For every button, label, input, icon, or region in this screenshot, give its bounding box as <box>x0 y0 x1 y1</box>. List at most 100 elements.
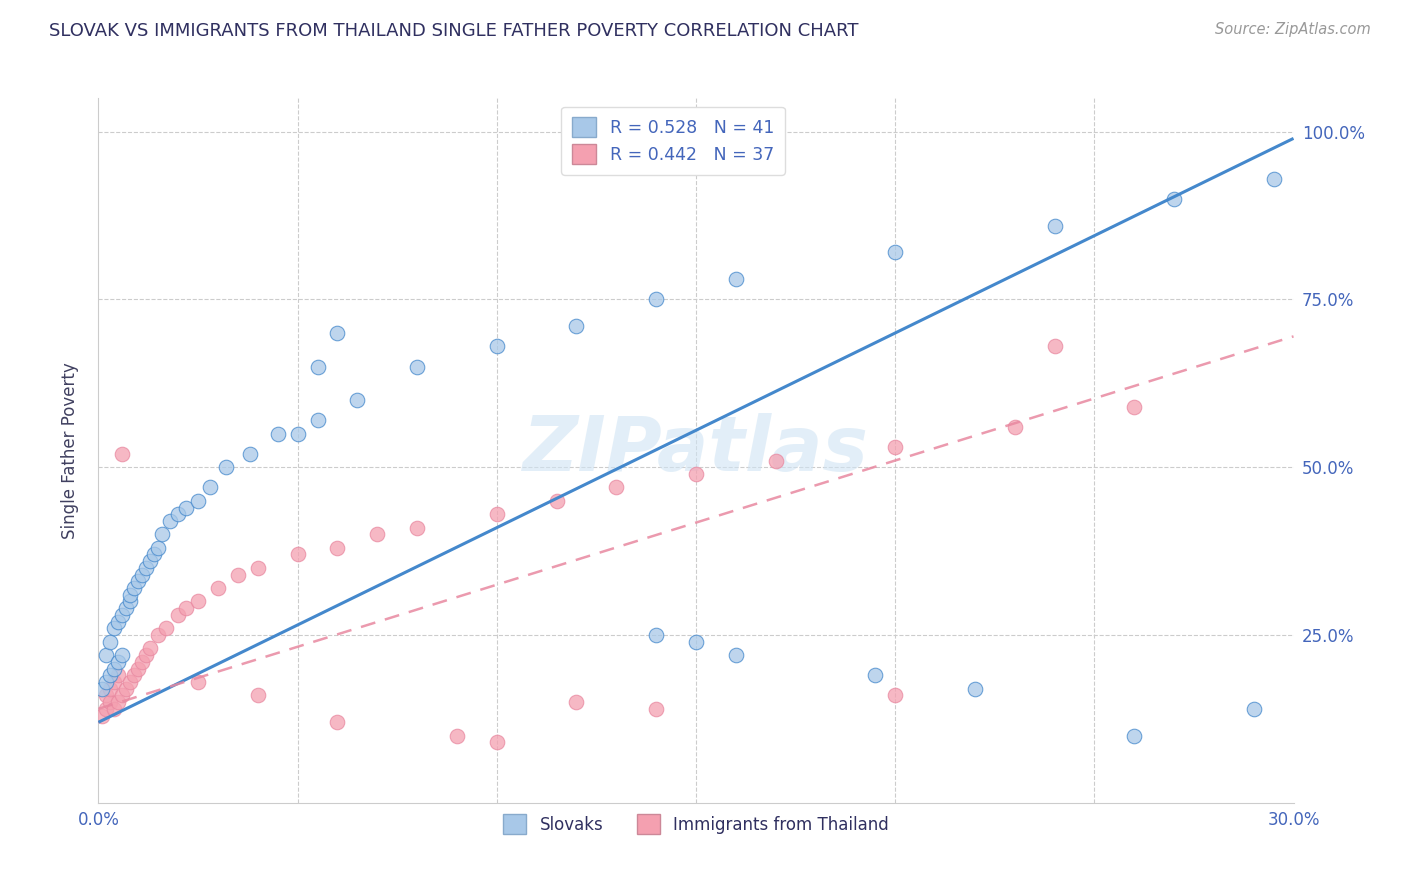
Point <box>131 655 153 669</box>
Point <box>103 702 125 716</box>
Point <box>406 359 429 374</box>
Point <box>124 581 146 595</box>
Point <box>207 581 229 595</box>
Point <box>1123 400 1146 414</box>
Point <box>239 447 262 461</box>
Point <box>446 729 468 743</box>
Legend: Slovaks, Immigrants from Thailand: Slovaks, Immigrants from Thailand <box>496 807 896 840</box>
Point <box>765 453 787 467</box>
Point <box>98 695 122 709</box>
Point <box>724 648 747 662</box>
Point <box>287 426 309 441</box>
Point <box>103 675 125 690</box>
Point <box>127 574 149 589</box>
Point <box>139 554 162 568</box>
Point <box>98 668 122 682</box>
Point <box>685 634 707 648</box>
Point <box>565 695 588 709</box>
Point <box>645 293 668 307</box>
Point <box>485 339 508 353</box>
Point <box>111 689 134 703</box>
Point <box>326 541 349 555</box>
Point <box>187 493 209 508</box>
Point <box>366 527 388 541</box>
Point <box>174 500 197 515</box>
Point <box>174 601 197 615</box>
Text: Source: ZipAtlas.com: Source: ZipAtlas.com <box>1215 22 1371 37</box>
Point <box>724 272 747 286</box>
Point <box>96 675 118 690</box>
Point <box>963 681 986 696</box>
Point <box>1004 420 1026 434</box>
Text: SLOVAK VS IMMIGRANTS FROM THAILAND SINGLE FATHER POVERTY CORRELATION CHART: SLOVAK VS IMMIGRANTS FROM THAILAND SINGL… <box>49 22 859 40</box>
Point <box>1123 729 1146 743</box>
Point <box>96 702 118 716</box>
Point <box>1243 702 1265 716</box>
Point <box>1263 171 1285 186</box>
Point <box>120 594 142 608</box>
Point <box>685 467 707 481</box>
Point <box>865 668 887 682</box>
Point <box>485 507 508 521</box>
Point <box>98 634 122 648</box>
Point <box>150 527 173 541</box>
Point <box>115 601 138 615</box>
Point <box>1043 339 1066 353</box>
Point <box>159 514 181 528</box>
Point <box>91 681 114 696</box>
Point <box>267 426 290 441</box>
Y-axis label: Single Father Poverty: Single Father Poverty <box>60 362 79 539</box>
Point <box>884 689 907 703</box>
Text: ZIPatlas: ZIPatlas <box>523 414 869 487</box>
Point <box>135 561 157 575</box>
Point <box>884 440 907 454</box>
Point <box>884 245 907 260</box>
Point <box>346 393 368 408</box>
Point <box>605 480 627 494</box>
Point <box>107 668 129 682</box>
Point <box>111 607 134 622</box>
Point <box>103 662 125 676</box>
Point <box>326 715 349 730</box>
Point <box>124 668 146 682</box>
Point <box>167 507 190 521</box>
Point <box>565 319 588 334</box>
Point <box>246 561 269 575</box>
Point <box>98 681 122 696</box>
Point <box>215 460 238 475</box>
Point <box>246 689 269 703</box>
Point <box>307 359 329 374</box>
Point <box>111 648 134 662</box>
Point <box>198 480 221 494</box>
Point <box>120 675 142 690</box>
Point <box>1163 192 1185 206</box>
Point <box>103 621 125 635</box>
Point <box>127 662 149 676</box>
Point <box>226 567 249 582</box>
Point <box>148 628 170 642</box>
Point <box>120 588 142 602</box>
Point <box>645 702 668 716</box>
Point <box>107 655 129 669</box>
Point <box>143 548 166 562</box>
Point <box>406 521 429 535</box>
Point <box>307 413 329 427</box>
Point <box>187 594 209 608</box>
Point <box>96 689 118 703</box>
Point <box>645 628 668 642</box>
Point <box>546 493 568 508</box>
Point <box>155 621 177 635</box>
Point <box>96 648 118 662</box>
Point <box>91 708 114 723</box>
Point <box>1043 219 1066 233</box>
Point <box>148 541 170 555</box>
Point <box>107 695 129 709</box>
Point <box>287 548 309 562</box>
Point <box>131 567 153 582</box>
Point <box>135 648 157 662</box>
Point <box>139 641 162 656</box>
Point <box>326 326 349 340</box>
Point <box>107 615 129 629</box>
Point <box>115 681 138 696</box>
Point <box>167 607 190 622</box>
